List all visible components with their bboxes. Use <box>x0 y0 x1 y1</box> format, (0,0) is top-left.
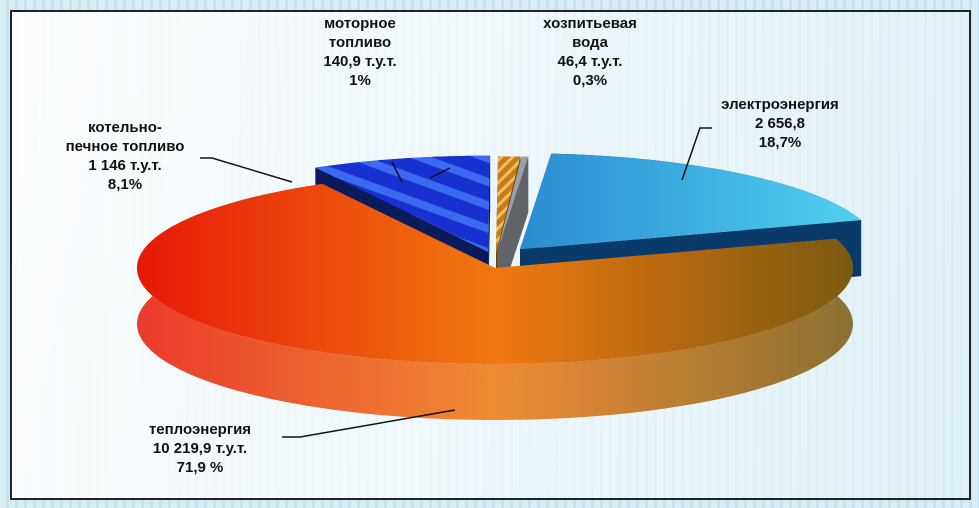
leader-line <box>200 157 293 183</box>
label-line: 1% <box>349 72 371 89</box>
label-line: теплоэнергия <box>148 421 252 438</box>
slice-label: электроэнергия 2 656,8 18,7% <box>721 95 839 152</box>
leader-line <box>391 161 403 183</box>
label-line: 18,7% <box>758 134 802 151</box>
label-line: электроэнергия <box>721 96 839 113</box>
slice <box>137 183 853 364</box>
label-line: моторное топливо <box>324 15 396 51</box>
slice <box>497 156 529 253</box>
label-line: 8,1% <box>107 176 143 193</box>
label-line: хозпитьевая вода <box>543 15 637 51</box>
label-line: 140,9 т.у.т. <box>323 53 397 70</box>
label-line: 46,4 т.у.т. <box>557 53 623 70</box>
leader-line <box>429 167 451 179</box>
slice-side <box>137 183 853 420</box>
label-line: 0,3% <box>572 72 608 89</box>
slice <box>315 155 491 252</box>
slice-label: теплоэнергия 10 219,9 т.у.т. 71,9 % <box>149 420 251 477</box>
slice-label: хозпитьевая вода 46,4 т.у.т. 0,3% <box>543 14 637 90</box>
slice-label: котельно- печное топливо 1 146 т.у.т. 8,1% <box>66 118 185 194</box>
label-line: 2 656,8 <box>754 115 806 132</box>
leader-line <box>282 409 456 438</box>
label-line: котельно- печное топливо <box>65 119 185 155</box>
leader-line <box>681 127 712 181</box>
label-line: 10 219,9 т.у.т. <box>152 440 248 457</box>
slice <box>520 153 862 250</box>
label-line: 71,9 % <box>176 459 224 476</box>
label-line: 1 146 т.у.т. <box>88 157 162 174</box>
slice-label: моторное топливо 140,9 т.у.т. 1% <box>323 14 396 90</box>
slice <box>496 156 521 253</box>
